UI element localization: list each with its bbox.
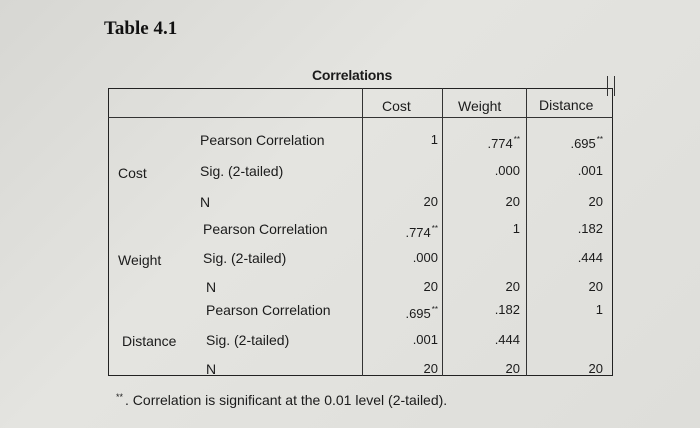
- row-stat-label: Pearson Correlation: [203, 221, 328, 237]
- table-cell: 20: [424, 279, 438, 295]
- column-divider: [442, 88, 443, 376]
- table-cell: 20: [506, 279, 520, 295]
- cell-value: 20: [505, 361, 520, 376]
- table-cell: 20: [589, 361, 603, 377]
- table-cell: 20: [589, 194, 603, 210]
- table-cell: .695**: [405, 302, 438, 322]
- row-stat-label: N: [206, 279, 217, 295]
- cell-value: .001: [412, 332, 438, 347]
- row-stat-label: Pearson Correlation: [206, 302, 331, 318]
- cell-value: 20: [505, 194, 520, 209]
- significance-marker: **: [431, 305, 438, 314]
- table-cell: .774**: [405, 221, 438, 241]
- table-cell: 1: [596, 302, 603, 318]
- row-stat-label: Sig. (2-tailed): [206, 332, 290, 348]
- cell-value: 1: [595, 302, 603, 317]
- table-cell: .774**: [487, 132, 520, 152]
- table-cell: 20: [506, 194, 520, 210]
- cell-value: .000: [494, 163, 520, 178]
- cell-value: .182: [494, 302, 520, 317]
- row-variable-cost: Cost: [118, 165, 147, 181]
- table-cell: .000: [413, 250, 438, 266]
- cell-value: .001: [577, 163, 603, 178]
- cell-value: 20: [423, 279, 438, 294]
- column-resize-handle: [607, 76, 615, 96]
- table-cell: 1: [431, 132, 438, 148]
- cell-value: .182: [577, 221, 603, 236]
- cell-value: .444: [577, 250, 603, 265]
- footnote-marker: **: [116, 392, 124, 402]
- cell-value: 20: [588, 194, 603, 209]
- table-cell: .695**: [570, 132, 603, 152]
- cell-value: 1: [512, 221, 520, 236]
- table-cell: .000: [495, 163, 520, 179]
- significance-marker: **: [431, 224, 438, 233]
- table-cell: 20: [589, 279, 603, 295]
- significance-marker: **: [596, 135, 603, 144]
- row-stat-label: N: [206, 361, 217, 377]
- cell-value: 20: [423, 194, 438, 209]
- cell-value: .695: [570, 136, 596, 151]
- table-cell: .001: [413, 332, 438, 348]
- cell-value: .695: [405, 306, 431, 321]
- cell-value: .774: [487, 136, 513, 151]
- table-cell: 1: [513, 221, 520, 237]
- footnote-text: . Correlation is significant at the 0.01…: [125, 392, 448, 408]
- table-footnote: **. Correlation is significant at the 0.…: [116, 392, 447, 408]
- table-cell: .182: [578, 221, 603, 237]
- column-divider: [362, 88, 363, 376]
- table-cell: .001: [578, 163, 603, 179]
- table-cell: .182: [495, 302, 520, 318]
- cell-value: .000: [412, 250, 438, 265]
- table-cell: .444: [578, 250, 603, 266]
- table-cell: .444: [495, 332, 520, 348]
- row-stat-label: Pearson Correlation: [200, 132, 325, 148]
- row-variable-weight: Weight: [118, 252, 162, 268]
- column-header-cost: Cost: [382, 98, 411, 114]
- table-cell: 20: [506, 361, 520, 377]
- row-stat-label: Sig. (2-tailed): [203, 250, 287, 266]
- row-stat-label: N: [200, 194, 211, 210]
- cell-value: 20: [588, 361, 603, 376]
- table-title: Table 4.1: [104, 18, 178, 39]
- row-stat-label: Sig. (2-tailed): [200, 163, 284, 179]
- column-divider: [526, 88, 527, 376]
- cell-value: .774: [405, 225, 431, 240]
- table-caption: Correlations: [312, 67, 393, 83]
- header-divider: [108, 117, 613, 118]
- significance-marker: **: [513, 135, 520, 144]
- correlations-table: [108, 88, 613, 376]
- cell-value: 20: [423, 361, 438, 376]
- cell-value: 1: [430, 132, 438, 147]
- row-variable-distance: Distance: [122, 333, 177, 349]
- cell-value: 20: [505, 279, 520, 294]
- cell-value: 20: [588, 279, 603, 294]
- column-header-distance: Distance: [539, 97, 594, 113]
- table-cell: 20: [424, 194, 438, 210]
- table-cell: 20: [424, 361, 438, 377]
- column-header-weight: Weight: [458, 98, 502, 114]
- cell-value: .444: [494, 332, 520, 347]
